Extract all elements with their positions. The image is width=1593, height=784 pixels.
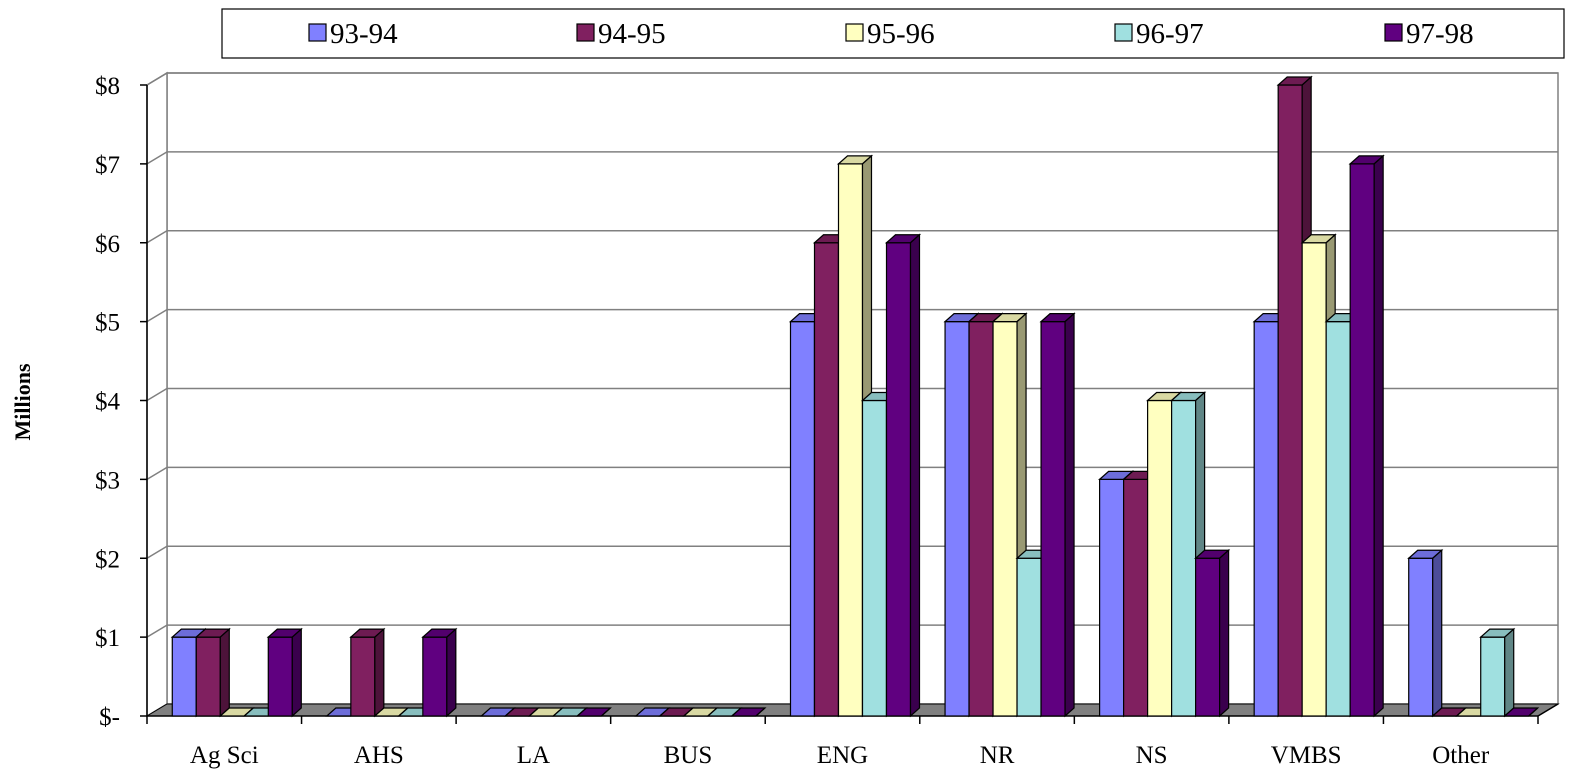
bar	[349, 627, 386, 718]
y-tick-label: $3	[95, 467, 120, 494]
x-tick-label: NR	[980, 742, 1015, 769]
legend-swatch	[1384, 23, 1403, 42]
legend-box	[221, 8, 1565, 59]
gridline	[146, 466, 1558, 481]
x-tick-labels: Ag Sci AHS LA BUS ENG NR NS VMBS Other	[190, 742, 1490, 769]
bars	[170, 75, 1540, 718]
x-tick-label: BUS	[664, 742, 713, 769]
x-tick-label: VMBS	[1271, 742, 1342, 769]
y-tick-label: $4	[95, 389, 121, 416]
gridline	[146, 387, 1558, 402]
y-tick-label: $5	[95, 310, 120, 337]
bar	[730, 707, 767, 717]
legend-label: 95-96	[867, 18, 935, 50]
bar	[1039, 312, 1076, 718]
bar	[1407, 548, 1444, 718]
gridline	[146, 72, 1558, 86]
legend-swatch	[1114, 23, 1133, 42]
legend-swatch	[576, 23, 595, 42]
gridline	[146, 308, 1558, 323]
x-tick-label: AHS	[354, 742, 404, 769]
gridline	[146, 545, 1558, 559]
legend-label: 94-95	[598, 18, 666, 50]
legend-swatch	[308, 23, 327, 42]
y-tick-label: $2	[95, 546, 120, 573]
legend-label: 93-94	[330, 18, 398, 50]
gridline	[146, 151, 1558, 165]
y-tick-label: $8	[95, 73, 120, 100]
legend: 93-94 94-95 95-96 96-97 97-98	[221, 8, 1565, 59]
x-tick-label: NS	[1136, 742, 1168, 769]
y-axis-label: Millions	[10, 363, 35, 440]
x-tick-label: Ag Sci	[190, 742, 259, 769]
bar	[1348, 154, 1385, 718]
legend-label: 96-97	[1136, 18, 1204, 50]
x-axis-depth-edge	[1537, 703, 1559, 717]
bar	[1300, 233, 1337, 718]
bar	[575, 707, 612, 717]
y-tick-label: $-	[99, 704, 120, 731]
bar	[1503, 707, 1540, 717]
bar	[266, 627, 303, 718]
gridline	[146, 624, 1558, 638]
legend-label: 97-98	[1406, 18, 1474, 50]
x-tick-label: Other	[1432, 742, 1490, 769]
y-tick-label: $6	[95, 231, 120, 258]
bar	[421, 627, 458, 718]
y-tick-labels: $- $1 $2 $3 $4 $5 $6 $7 $8	[95, 73, 121, 731]
bar	[1479, 627, 1516, 718]
legend-swatch	[845, 23, 864, 42]
y-tick-label: $1	[95, 625, 120, 652]
bar	[194, 627, 231, 718]
bar	[884, 233, 922, 718]
y-tick-label: $7	[95, 152, 120, 179]
bar	[1194, 548, 1231, 718]
x-tick-label: ENG	[817, 742, 868, 769]
gridline	[146, 230, 1558, 244]
x-tick-label: LA	[517, 742, 550, 769]
gridlines	[146, 72, 1558, 638]
